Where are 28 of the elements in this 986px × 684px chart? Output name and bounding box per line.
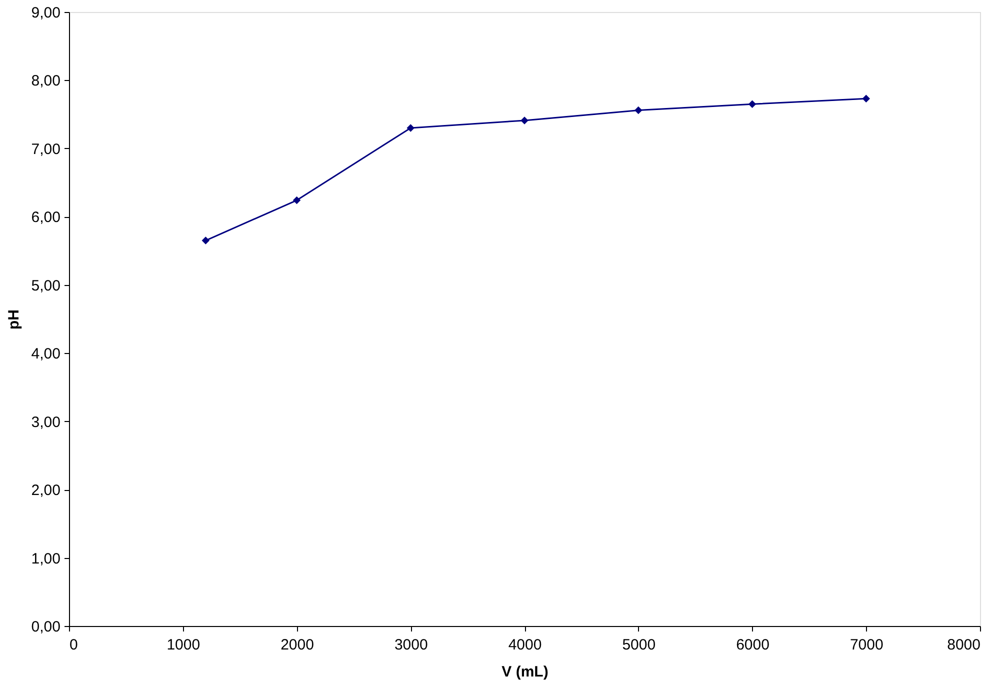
y-tick-label: 7,00 [31,140,60,158]
point [292,196,301,204]
y-tick-label: 4,00 [31,346,60,363]
x-axis-title: V (mL) [502,664,548,680]
x-tick-label: 1000 [166,636,200,654]
x-tick-label: 3000 [394,636,428,654]
point [520,116,528,124]
point [202,236,210,244]
point [748,100,756,108]
x-tick-label: 7000 [850,636,884,654]
x-tick-label: 5000 [622,636,656,654]
x-tick-label: 2000 [280,636,314,654]
x-tick-label: 0 [70,636,78,654]
x-tick-label: 4000 [508,636,542,654]
y-tick-label: 6,00 [31,209,60,226]
y-axis-title: pH [5,310,22,330]
y-tick-label: 3,00 [31,414,60,431]
x-tick-label: 6000 [736,636,770,654]
x-tick-label: 8000 [947,636,980,654]
point [406,124,414,132]
y-tick-label: 2,00 [31,482,60,500]
y-tick-label: 5,00 [31,277,60,294]
y-tick-label: 8,00 [31,72,60,90]
y-tick-label: 9,00 [31,4,60,22]
y-tick-label: 1,00 [31,550,60,568]
point [862,94,870,103]
y-tick-label: 0,00 [31,618,60,636]
point [634,106,642,114]
